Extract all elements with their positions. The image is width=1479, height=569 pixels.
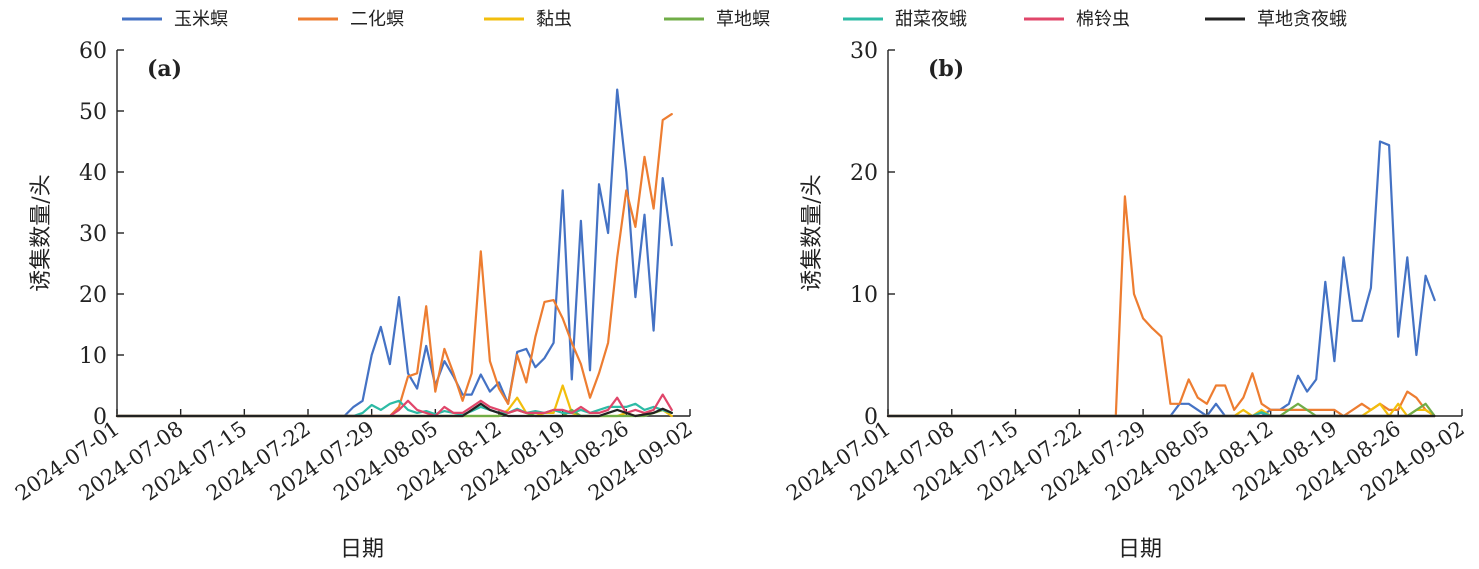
panel-a-series-7-line: [115, 402, 673, 418]
legend: 玉米螟 二化螟 黏虫 草地螟 甜菜夜蛾 棉铃虫 草地贪夜蛾: [122, 9, 1347, 30]
panel-a-series-6-line: [115, 393, 673, 418]
legend-label-7: 草地贪夜蛾: [1257, 9, 1347, 30]
panel-a-y-tick-label: 40: [79, 161, 107, 186]
panel-a-y-tick-label: 50: [79, 100, 107, 125]
panel-a-y-tick-label: 0: [93, 405, 107, 430]
panel-b-chart: 01020302024-07-012024-07-082024-07-15202…: [782, 39, 1469, 562]
panel-a-chart: 01020304050602024-07-012024-07-082024-07…: [11, 39, 697, 562]
panel-b-series-2-line: [886, 195, 1436, 418]
legend-label-2: 二化螟: [350, 9, 404, 30]
panel-a-panel-label: (a): [147, 56, 182, 82]
panel-b-y-tick-label: 30: [850, 39, 878, 64]
panel-a-y-tick-label: 60: [79, 39, 107, 64]
panel-a-x-axis-title: 日期: [340, 537, 384, 562]
legend-label-1: 玉米螟: [174, 9, 228, 30]
panel-b-series-1-line: [886, 140, 1436, 418]
panel-a-y-tick-label: 30: [79, 222, 107, 247]
legend-label-6: 棉铃虫: [1076, 9, 1130, 30]
panel-b-x-axis-title: 日期: [1118, 537, 1162, 562]
legend-label-5: 甜菜夜蛾: [895, 9, 967, 30]
panel-a-y-axis-title: 诱集数量/头: [29, 174, 54, 291]
panel-b-series-4-line: [886, 402, 1436, 418]
panel-b-panel-label: (b): [928, 56, 964, 82]
legend-label-3: 黏虫: [536, 9, 572, 30]
panel-a-y-tick-label: 20: [79, 283, 107, 308]
panel-b-y-tick-label: 0: [864, 405, 878, 430]
panel-b-y-axis-title: 诱集数量/头: [800, 174, 825, 291]
panel-b-y-tick-label: 10: [850, 283, 878, 308]
panel-a-y-tick-label: 10: [79, 344, 107, 369]
panel-b-y-tick-label: 20: [850, 161, 878, 186]
panel-a-series-2-line: [115, 112, 673, 418]
legend-label-4: 草地螟: [716, 9, 770, 30]
panel-a-series-1-line: [115, 88, 673, 418]
